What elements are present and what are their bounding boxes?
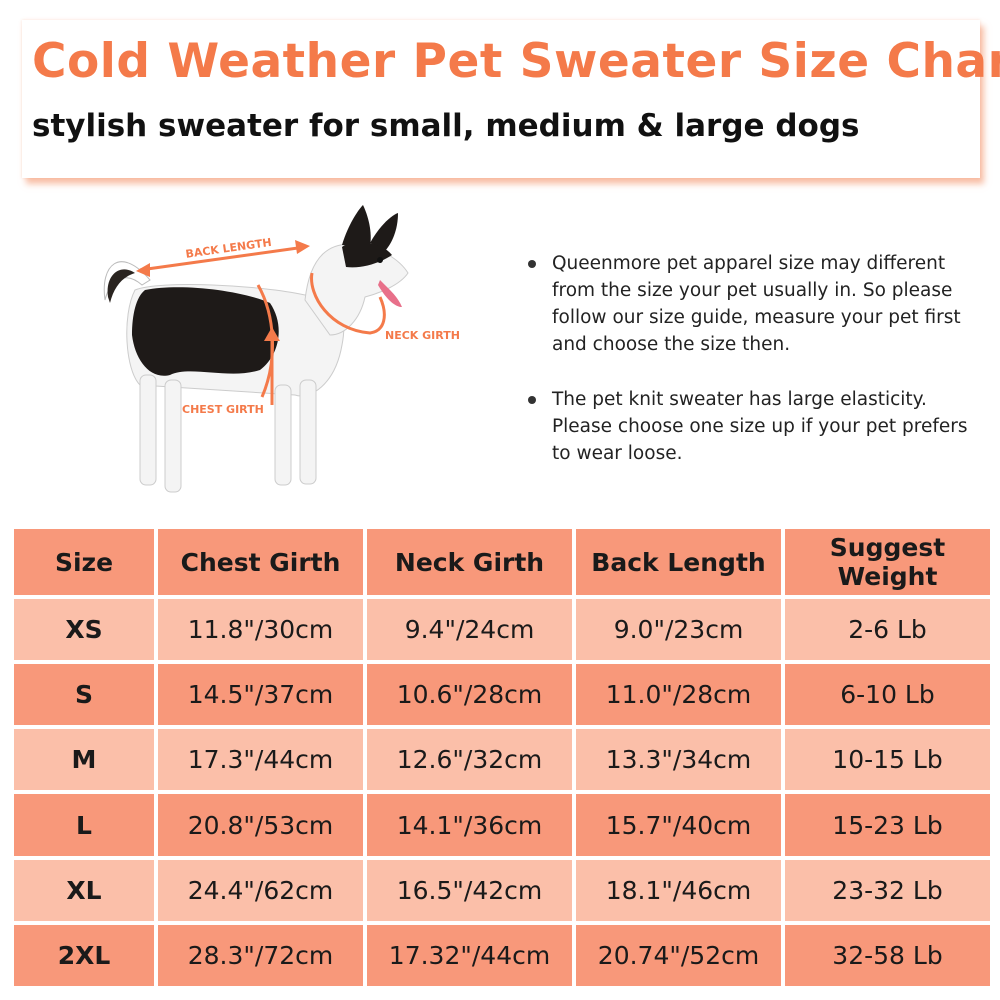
weight-cell: 6-10 Lb [785, 664, 990, 726]
header-chest-girth: Chest Girth [158, 529, 363, 595]
chest-girth-cell: 17.3"/44cm [158, 729, 363, 791]
weight-cell: 32-58 Lb [785, 924, 990, 986]
back-length-cell: 20.74"/52cm [576, 924, 781, 986]
table-row: M 17.3"/44cm 12.6"/32cm 13.3"/34cm 10-15… [14, 729, 990, 791]
bullet-icon [528, 396, 536, 404]
note-item: The pet knit sweater has large elasticit… [520, 386, 980, 467]
table-row: XS 11.8"/30cm 9.4"/24cm 9.0"/23cm 2-6 Lb [14, 599, 990, 661]
table-row: 2XL 28.3"/72cm 17.32"/44cm 20.74"/52cm 3… [14, 924, 990, 986]
back-length-cell: 18.1"/46cm [576, 859, 781, 921]
size-cell: 2XL [14, 924, 154, 986]
chest-girth-cell: 24.4"/62cm [158, 859, 363, 921]
page-title: Cold Weather Pet Sweater Size Chart [32, 34, 1000, 89]
chest-girth-cell: 20.8"/53cm [158, 794, 363, 856]
table-row: S 14.5"/37cm 10.6"/28cm 11.0"/28cm 6-10 … [14, 664, 990, 726]
size-cell: XL [14, 859, 154, 921]
chest-girth-cell: 14.5"/37cm [158, 664, 363, 726]
page-subtitle: stylish sweater for small, medium & larg… [32, 108, 860, 144]
note-text: The pet knit sweater has large elasticit… [552, 389, 968, 464]
header-suggest-weight: Suggest Weight [785, 529, 990, 595]
table-row: L 20.8"/53cm 14.1"/36cm 15.7"/40cm 15-23… [14, 794, 990, 856]
chest-girth-label: CHEST GIRTH [182, 403, 264, 416]
weight-cell: 10-15 Lb [785, 729, 990, 791]
chest-girth-cell: 28.3"/72cm [158, 924, 363, 986]
dog-illustration: BACK LENGTH NECK GIRTH CHEST GIRTH [103, 205, 460, 493]
size-cell: XS [14, 599, 154, 661]
neck-girth-cell: 17.32"/44cm [367, 924, 572, 986]
dog-measurement-diagram: BACK LENGTH NECK GIRTH CHEST GIRTH [80, 185, 480, 515]
table-row: XL 24.4"/62cm 16.5"/42cm 18.1"/46cm 23-3… [14, 859, 990, 921]
size-cell: S [14, 664, 154, 726]
neck-girth-cell: 9.4"/24cm [367, 599, 572, 661]
note-text: Queenmore pet apparel size may different… [552, 253, 961, 355]
neck-girth-cell: 12.6"/32cm [367, 729, 572, 791]
header-back-length: Back Length [576, 529, 781, 595]
sizing-notes: Queenmore pet apparel size may different… [520, 250, 980, 495]
table-header-row: Size Chest Girth Neck Girth Back Length … [14, 529, 990, 595]
size-cell: M [14, 729, 154, 791]
back-length-cell: 13.3"/34cm [576, 729, 781, 791]
weight-cell: 15-23 Lb [785, 794, 990, 856]
back-length-cell: 15.7"/40cm [576, 794, 781, 856]
bullet-icon [528, 260, 536, 268]
chest-girth-cell: 11.8"/30cm [158, 599, 363, 661]
neck-girth-cell: 16.5"/42cm [367, 859, 572, 921]
back-length-cell: 9.0"/23cm [576, 599, 781, 661]
header-card [22, 20, 980, 178]
weight-cell: 23-32 Lb [785, 859, 990, 921]
neck-girth-label: NECK GIRTH [385, 329, 460, 342]
header-size: Size [14, 529, 154, 595]
size-chart-table: Size Chest Girth Neck Girth Back Length … [10, 525, 994, 990]
neck-girth-cell: 10.6"/28cm [367, 664, 572, 726]
back-length-cell: 11.0"/28cm [576, 664, 781, 726]
note-item: Queenmore pet apparel size may different… [520, 250, 980, 358]
neck-girth-cell: 14.1"/36cm [367, 794, 572, 856]
size-cell: L [14, 794, 154, 856]
header-neck-girth: Neck Girth [367, 529, 572, 595]
weight-cell: 2-6 Lb [785, 599, 990, 661]
